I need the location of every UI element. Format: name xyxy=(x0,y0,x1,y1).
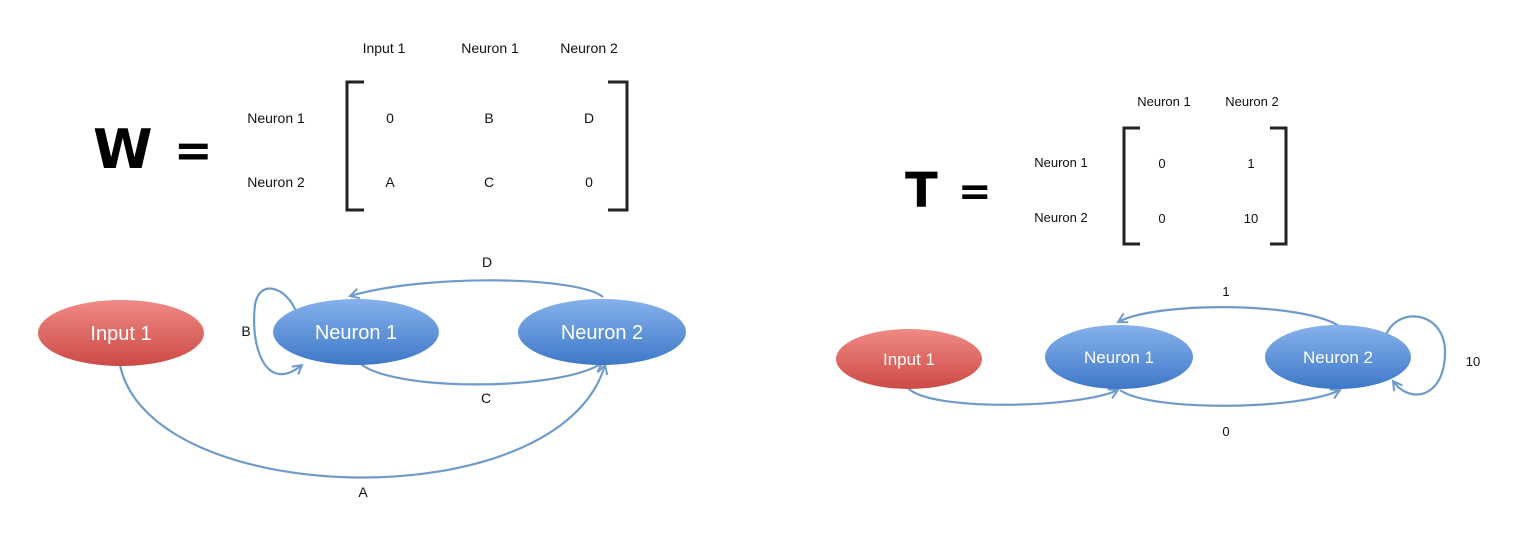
w-cell: 0 xyxy=(386,110,394,126)
edge-n2-self xyxy=(1383,315,1447,396)
edge-b xyxy=(253,287,302,376)
w-graph-edge-labels: D C B A xyxy=(241,254,492,500)
edge-n2-to-n1 xyxy=(1118,306,1341,328)
t-equals: = xyxy=(958,169,992,215)
w-cell: A xyxy=(385,174,395,190)
w-matrix-panel: W = Input 1 Neuron 1 Neuron 2 Neuron 1 N… xyxy=(93,40,629,212)
neuron-node-shape xyxy=(1265,325,1411,389)
t-symbol: T xyxy=(905,163,938,219)
edge-a xyxy=(118,365,605,479)
w-cell: D xyxy=(584,110,594,126)
w-row-header: Neuron 2 xyxy=(247,174,305,190)
neuron-node-shape xyxy=(518,299,686,365)
edge-n1-to-n2 xyxy=(1119,390,1340,407)
t-col-header: Neuron 2 xyxy=(1225,94,1278,109)
t-cell: 1 xyxy=(1247,156,1254,171)
edge-d xyxy=(350,279,604,297)
t-cell: 10 xyxy=(1244,211,1258,226)
neuron-node-shape xyxy=(1045,325,1193,389)
edge-label-n1-to-n2: 0 xyxy=(1222,424,1229,439)
w-node-neuron-2: Neuron 2 xyxy=(518,299,686,365)
edge-label-d: D xyxy=(482,254,492,270)
w-equals: = xyxy=(174,123,213,177)
t-graph-edges xyxy=(907,306,1447,407)
t-cell: 0 xyxy=(1158,156,1165,171)
w-cell: 0 xyxy=(585,174,593,190)
t-cell: 0 xyxy=(1158,211,1165,226)
t-node-input-1: Input 1 xyxy=(836,329,982,389)
edge-label-a: A xyxy=(358,484,368,500)
edge-label-n2-to-n1: 1 xyxy=(1222,284,1229,299)
w-node-neuron-1: Neuron 1 xyxy=(273,299,439,365)
input-node-label: Input 1 xyxy=(90,323,151,345)
t-col-header: Neuron 1 xyxy=(1137,94,1190,109)
t-row-header: Neuron 1 xyxy=(1034,155,1087,170)
t-graph-edge-labels: 1 10 0 xyxy=(1222,284,1480,439)
t-row-header: Neuron 2 xyxy=(1034,210,1087,225)
edge-label-c: C xyxy=(481,390,491,406)
w-col-header: Neuron 1 xyxy=(461,40,519,56)
w-symbol: W xyxy=(93,118,153,181)
edge-label-n2-self: 10 xyxy=(1466,354,1480,369)
input-node-shape xyxy=(836,329,982,389)
neuron-node-label: Neuron 2 xyxy=(561,322,643,344)
input-node-shape xyxy=(38,300,204,366)
neuron-node-label: Neuron 1 xyxy=(315,322,397,344)
w-row-header: Neuron 1 xyxy=(247,110,305,126)
neuron-node-label: Neuron 2 xyxy=(1303,348,1373,367)
input-node-label: Input 1 xyxy=(883,350,935,369)
edge-input-to-n1 xyxy=(907,387,1118,406)
neuron-node-label: Neuron 1 xyxy=(1084,348,1154,367)
t-left-bracket xyxy=(1122,126,1140,246)
w-cell: C xyxy=(484,174,494,190)
w-left-bracket xyxy=(345,80,364,212)
w-col-header: Input 1 xyxy=(363,40,406,56)
w-cell: B xyxy=(484,110,493,126)
neuron-node-shape xyxy=(273,299,439,365)
t-matrix-panel: T = Neuron 1 Neuron 2 Neuron 1 Neuron 2 … xyxy=(905,94,1288,246)
w-graph-edges xyxy=(118,279,605,479)
edge-c xyxy=(356,359,602,386)
t-node-neuron-1: Neuron 1 xyxy=(1045,325,1193,389)
w-col-header: Neuron 2 xyxy=(560,40,618,56)
t-node-neuron-2: Neuron 2 xyxy=(1265,325,1411,389)
edge-label-b: B xyxy=(241,323,250,339)
t-right-bracket xyxy=(1270,126,1288,246)
w-node-input-1: Input 1 xyxy=(38,300,204,366)
w-right-bracket xyxy=(608,80,629,212)
